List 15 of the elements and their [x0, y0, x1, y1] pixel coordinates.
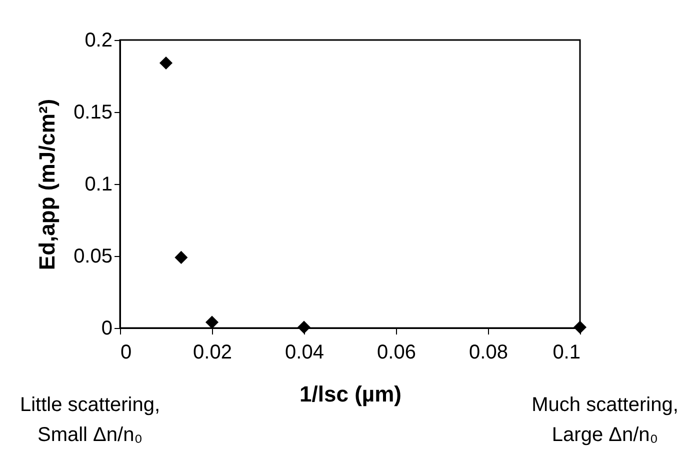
- y-tick-label: 0: [101, 318, 112, 340]
- x-tick-label: 0: [120, 342, 132, 364]
- x-tick-label: 0.02: [193, 342, 232, 364]
- text: Little scattering, Small Δn/n₀: [20, 394, 160, 446]
- x-tick-label: 0.06: [377, 342, 416, 364]
- x-tick-label: 0.04: [285, 342, 324, 364]
- x-tick-label: 0.08: [469, 342, 508, 364]
- y-tick-label: 0.05: [74, 246, 112, 268]
- text: Much scattering, Large Δn/n₀: [532, 394, 678, 446]
- y-tick-label: 0.2: [84, 30, 112, 52]
- x-tick-label: 0.1: [552, 342, 580, 364]
- y-tick-label: 0.15: [74, 102, 112, 124]
- x-axis-title: 1/lsc (µm): [300, 382, 402, 406]
- y-tick-label: 0.1: [84, 174, 112, 196]
- y-axis-title: Ed,app (mJ/cm²): [34, 98, 60, 270]
